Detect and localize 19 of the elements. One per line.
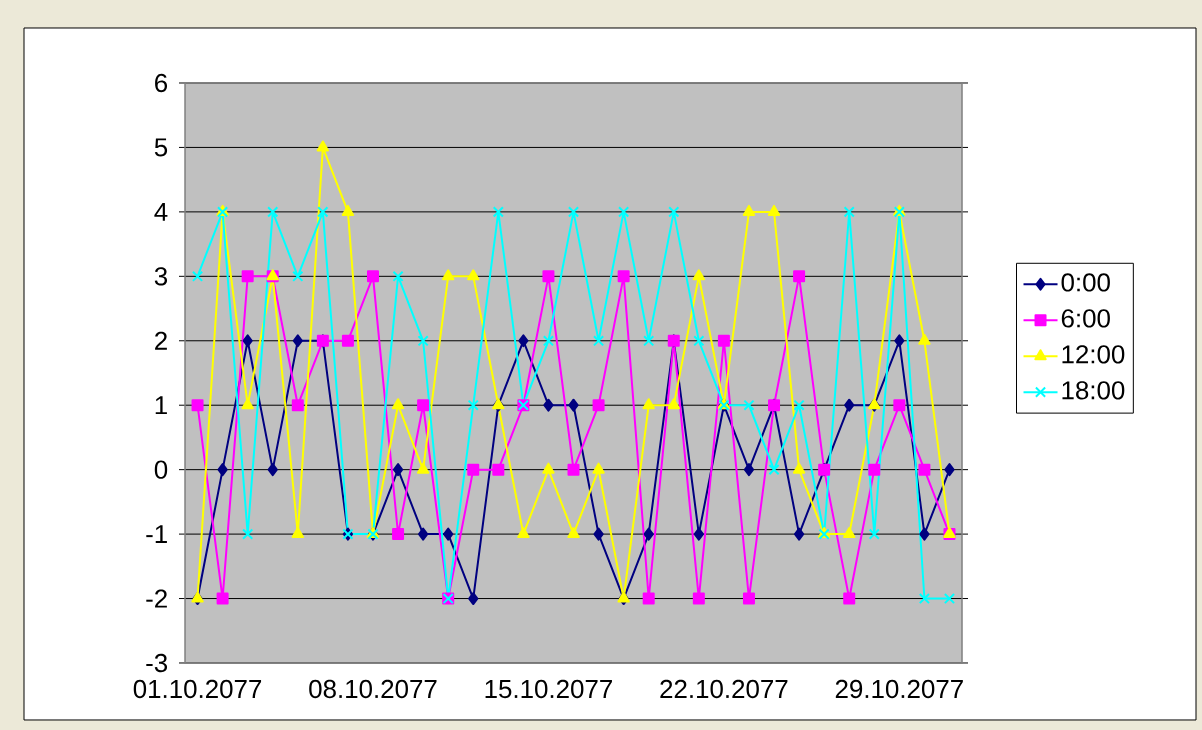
x-tick-label: 15.10.2077 bbox=[485, 679, 612, 699]
legend-label: 6:00 bbox=[1061, 309, 1110, 328]
x-tick-label: 22.10.2077 bbox=[660, 679, 788, 699]
y-tick-label: 2 bbox=[155, 331, 167, 350]
x-tick-label: 29.10.2077 bbox=[835, 679, 963, 699]
legend-label: 12:00 bbox=[1062, 345, 1125, 364]
y-tick-label: -2 bbox=[146, 589, 167, 608]
legend-label: 0:00 bbox=[1061, 273, 1110, 292]
y-tick-label: 5 bbox=[154, 138, 168, 157]
y-tick-label: 0 bbox=[154, 460, 168, 479]
y-tick-label: -1 bbox=[146, 525, 167, 544]
y-tick-label: 3 bbox=[154, 267, 168, 286]
y-tick-label: 1 bbox=[155, 396, 167, 415]
x-tick-label: 08.10.2077 bbox=[309, 679, 437, 699]
y-tick-label: 6 bbox=[155, 73, 168, 93]
y-tick-label: -3 bbox=[146, 653, 168, 673]
legend-label: 18:00 bbox=[1062, 381, 1125, 400]
x-tick-label: 01.10.2077 bbox=[133, 679, 262, 699]
y-tick-label: 4 bbox=[154, 202, 168, 221]
